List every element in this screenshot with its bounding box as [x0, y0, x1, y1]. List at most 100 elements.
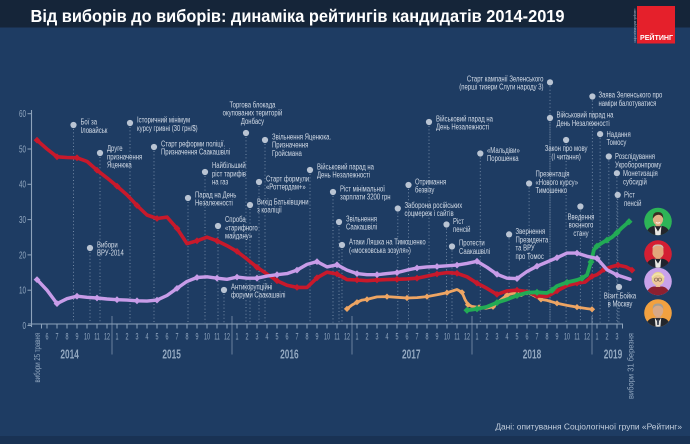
svg-text:Ріст: Ріст: [624, 190, 636, 200]
svg-text:2: 2: [605, 331, 608, 342]
svg-text:7: 7: [55, 331, 58, 342]
svg-text:окупованих територій: окупованих територій: [223, 108, 283, 118]
svg-text:12: 12: [224, 331, 230, 342]
svg-text:Друге: Друге: [107, 143, 123, 153]
svg-text:пенсій: пенсій: [624, 198, 641, 208]
svg-text:5: 5: [155, 331, 158, 342]
svg-text:6: 6: [285, 331, 288, 342]
svg-text:Звільнення: Звільнення: [346, 213, 377, 223]
svg-text:«Мальдіви»: «Мальдіви»: [487, 145, 520, 155]
svg-text:40: 40: [19, 179, 26, 190]
svg-text:60: 60: [19, 109, 26, 120]
svg-text:10: 10: [444, 331, 450, 342]
svg-text:Старт реформи поліції.: Старт реформи поліції.: [161, 138, 225, 148]
svg-text:Томосу: Томосу: [607, 137, 627, 147]
svg-text:9: 9: [315, 331, 318, 342]
svg-text:4: 4: [385, 331, 388, 342]
svg-text:2019: 2019: [604, 348, 623, 362]
svg-text:30: 30: [19, 215, 26, 226]
svg-text:з коаліції: з коаліції: [257, 205, 282, 215]
svg-text:ріст тарифів: ріст тарифів: [212, 168, 246, 178]
svg-text:стану: стану: [573, 228, 589, 238]
svg-text:8: 8: [545, 331, 548, 342]
svg-text:2016: 2016: [280, 348, 299, 362]
svg-text:50: 50: [19, 144, 26, 155]
svg-text:(«московська зозуля»): («московська зозуля»): [349, 245, 411, 255]
svg-text:Тимошенко: Тимошенко: [536, 185, 567, 195]
svg-text:Військовий парад на: Військовий парад на: [436, 113, 494, 123]
svg-text:Саакашвілі: Саакашвілі: [346, 222, 377, 232]
svg-text:Заява Зеленського про: Заява Зеленського про: [599, 90, 663, 100]
svg-text:10: 10: [324, 331, 330, 342]
svg-text:про Томос: про Томос: [516, 251, 545, 261]
svg-text:8: 8: [185, 331, 188, 342]
svg-text:7: 7: [175, 331, 178, 342]
svg-text:4: 4: [265, 331, 268, 342]
svg-text:5: 5: [395, 331, 398, 342]
svg-text:Ріст: Ріст: [453, 216, 465, 226]
svg-text:Презентація: Презентація: [536, 169, 570, 179]
svg-text:безвізу: безвізу: [415, 185, 435, 195]
svg-text:12: 12: [464, 331, 470, 342]
svg-text:10: 10: [84, 331, 90, 342]
svg-text:1: 1: [355, 331, 358, 342]
svg-text:9: 9: [195, 331, 198, 342]
svg-text:Старт кампанії Зеленського: Старт кампанії Зеленського: [467, 73, 544, 83]
svg-text:5: 5: [275, 331, 278, 342]
svg-text:Історичний мінімум: Історичний мінімум: [137, 115, 190, 125]
svg-text:Протести: Протести: [459, 238, 485, 248]
svg-text:соціологічна група «рейтинг»: соціологічна група «рейтинг»: [633, 8, 637, 42]
svg-text:Дані: опитування Соціологічної: Дані: опитування Соціологічної групи «Ре…: [495, 422, 682, 432]
svg-text:3: 3: [375, 331, 378, 342]
svg-text:(І читання): (І читання): [551, 151, 580, 161]
svg-text:8: 8: [305, 331, 308, 342]
svg-text:Парад на День: Парад на День: [195, 189, 236, 199]
svg-text:Донбасу: Донбасу: [241, 116, 265, 126]
svg-text:соцмереж і сайтів: соцмереж і сайтів: [405, 208, 454, 218]
svg-text:Надання: Надання: [607, 129, 631, 139]
svg-text:8: 8: [425, 331, 428, 342]
svg-text:Від виборів до виборів: динамі: Від виборів до виборів: динаміка рейтинг…: [31, 6, 565, 26]
svg-text:6: 6: [165, 331, 168, 342]
svg-text:2018: 2018: [523, 348, 542, 362]
svg-text:«тарифного: «тарифного: [225, 222, 258, 232]
svg-text:Спроба: Спроба: [225, 214, 246, 224]
svg-text:Військовий парад на: Військовий парад на: [557, 110, 615, 120]
svg-text:Військовий парад на: Військовий парад на: [317, 161, 375, 171]
svg-text:Укроборонпрому: Укроборонпрому: [615, 159, 662, 169]
svg-text:Старт формули: Старт формули: [266, 173, 309, 183]
svg-text:4: 4: [505, 331, 508, 342]
svg-text:Іловайськ: Іловайськ: [81, 125, 109, 135]
svg-text:6: 6: [45, 331, 48, 342]
svg-text:3: 3: [615, 331, 618, 342]
svg-text:11: 11: [214, 331, 220, 342]
svg-text:субсидій: субсидій: [623, 176, 647, 186]
svg-text:РЕЙТИНГ: РЕЙТИНГ: [640, 33, 673, 42]
svg-text:2: 2: [245, 331, 248, 342]
svg-text:7: 7: [295, 331, 298, 342]
svg-text:3: 3: [135, 331, 138, 342]
svg-text:Призначення Саакашвілі: Призначення Саакашвілі: [161, 147, 230, 157]
svg-text:9: 9: [555, 331, 558, 342]
svg-text:Звільнення Яценюка.: Звільнення Яценюка.: [272, 131, 331, 141]
svg-text:на газ: на газ: [212, 176, 229, 186]
svg-text:Гройсмана: Гройсмана: [272, 148, 303, 158]
svg-text:в Москву: в Москву: [608, 299, 633, 309]
svg-text:День Незалежності: День Незалежності: [557, 118, 611, 128]
svg-text:1: 1: [115, 331, 118, 342]
svg-text:Яценюка: Яценюка: [107, 159, 133, 169]
svg-text:Ріст мінімальної: Ріст мінімальної: [340, 183, 385, 193]
svg-text:ВРУ-2014: ВРУ-2014: [97, 248, 124, 258]
svg-text:Антикорупційні: Антикорупційні: [231, 281, 273, 291]
svg-text:та ВРУ: та ВРУ: [516, 243, 536, 253]
svg-text:11: 11: [574, 331, 580, 342]
svg-text:Торгова блокада: Торгова блокада: [229, 99, 276, 109]
svg-text:зарплати 3200 грн: зарплати 3200 грн: [340, 192, 391, 202]
svg-text:Президента: Президента: [516, 234, 550, 244]
svg-text:Розслідування: Розслідування: [615, 151, 655, 161]
svg-text:9: 9: [75, 331, 78, 342]
svg-text:3: 3: [495, 331, 498, 342]
svg-text:3: 3: [255, 331, 258, 342]
svg-text:11: 11: [334, 331, 340, 342]
svg-text:2: 2: [485, 331, 488, 342]
